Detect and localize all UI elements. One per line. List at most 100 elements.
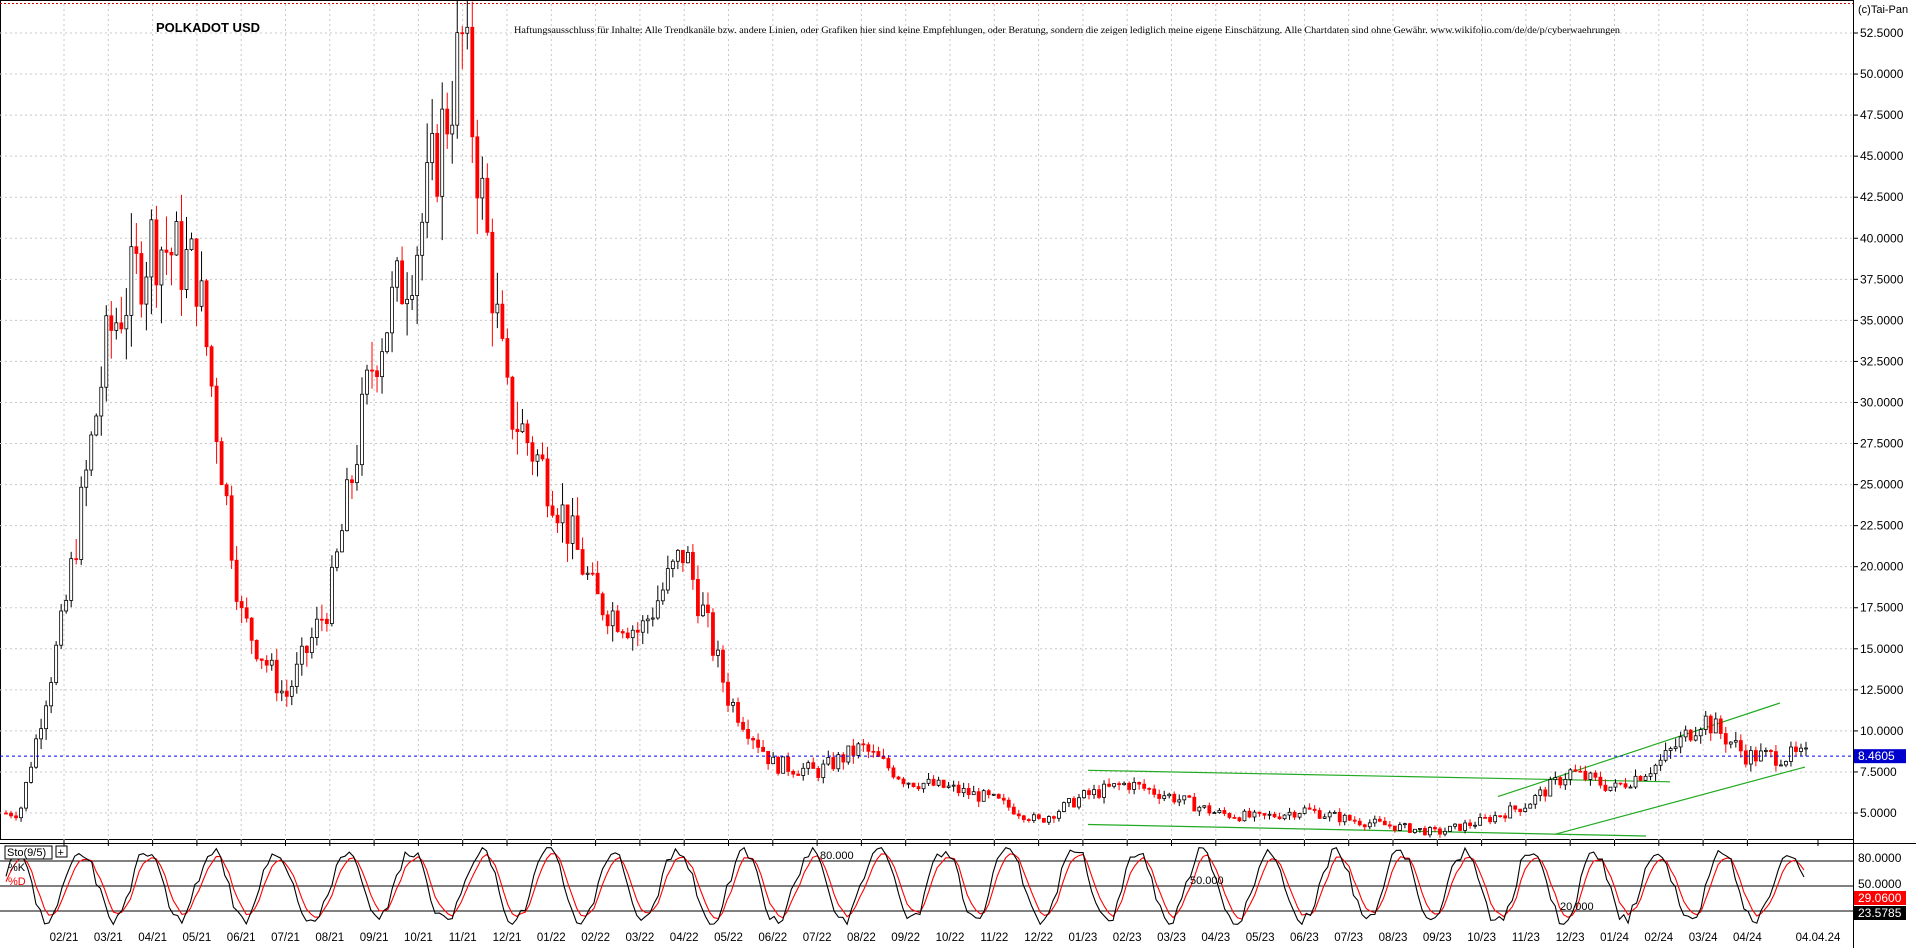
candle-body: [1718, 718, 1723, 734]
stoch-title: Sto(9/5): [7, 847, 46, 859]
candle-body: [966, 787, 971, 796]
x-tick-label: 06/22: [758, 932, 787, 944]
candle-body: [610, 610, 615, 627]
candle-body: [435, 132, 440, 197]
candle-body: [1357, 820, 1362, 826]
candle-body: [1733, 740, 1738, 743]
x-tick-label: 08/23: [1379, 932, 1408, 944]
candle-body: [1031, 814, 1036, 821]
candle-body: [1142, 783, 1147, 789]
candle-body: [1433, 827, 1437, 830]
candle-body: [1678, 736, 1683, 748]
candle-body: [1774, 751, 1778, 766]
candle-body: [199, 280, 204, 307]
candle-body: [550, 505, 555, 516]
y-tick-label: 20.0000: [1860, 560, 1904, 574]
candle-body: [1478, 817, 1482, 826]
candle-body: [1643, 775, 1648, 781]
x-tick-label: 11/22: [980, 932, 1008, 944]
candle-body: [69, 558, 74, 601]
candle-body: [645, 618, 650, 622]
y-tick-label: 25.0000: [1860, 478, 1904, 492]
candle-body: [711, 612, 715, 656]
x-tick-label: 03/21: [94, 932, 123, 944]
x-tick-label: 10/23: [1467, 932, 1496, 944]
main-frame: [0, 0, 1854, 840]
candle-body: [1593, 772, 1598, 778]
candle-body: [229, 495, 234, 561]
candle-body: [370, 369, 374, 372]
candle-body: [1312, 808, 1317, 811]
stoch-expand-icon[interactable]: [55, 845, 68, 858]
candle-body: [450, 124, 455, 135]
candle-body: [1016, 813, 1021, 817]
candle-body: [520, 423, 525, 433]
candle-body: [395, 260, 399, 288]
candle-body: [1217, 810, 1222, 814]
candle-body: [360, 393, 364, 466]
candle-body: [445, 108, 450, 135]
candle-body: [385, 332, 389, 353]
trend-line: [1497, 702, 1781, 798]
candle-body: [54, 644, 59, 683]
candle-body: [330, 566, 334, 625]
candle-body: [460, 32, 465, 35]
candle-body: [345, 479, 349, 532]
candle-body: [405, 298, 410, 305]
stoch-d-label: %D: [8, 876, 26, 888]
candle-body: [1598, 776, 1603, 786]
candle-body: [1503, 815, 1508, 819]
candle-body: [1543, 789, 1548, 797]
last-price-box: [1854, 749, 1906, 764]
x-tick-label: 09/22: [891, 932, 920, 944]
stoch-level-50: 50.000: [1190, 875, 1224, 887]
candle-body: [1172, 793, 1177, 803]
y-tick-label: 45.0000: [1860, 149, 1904, 163]
x-tick-label: 02/24: [1644, 932, 1673, 944]
candle-body: [555, 514, 560, 524]
candle-body: [1127, 782, 1132, 790]
candle-body: [1132, 781, 1137, 790]
candle-body: [1448, 825, 1452, 832]
candle-body: [1347, 814, 1352, 821]
candle-body: [1438, 828, 1442, 835]
candle-body: [1021, 815, 1026, 820]
candle-body: [1573, 769, 1578, 772]
candle-body: [64, 600, 69, 612]
candle-body: [480, 177, 485, 199]
stoch-k-line: [5, 846, 1805, 926]
candle-body: [1036, 814, 1041, 819]
candle-body: [585, 572, 590, 575]
x-tick-label: 05/23: [1246, 932, 1275, 944]
candle-body: [1708, 715, 1713, 734]
stoch-k-last-box: [1854, 906, 1906, 920]
x-tick-label: 09/21: [360, 932, 389, 944]
candle-body: [716, 649, 720, 656]
candle-body: [831, 757, 836, 770]
x-tick-label: 03/24: [1689, 932, 1718, 944]
candle-body: [991, 793, 996, 796]
candle-body: [1167, 793, 1172, 797]
trend-line: [1087, 823, 1647, 837]
candle-body: [1728, 741, 1733, 745]
y-tick-label: 32.5000: [1860, 354, 1904, 368]
x-tick-label: 01/24: [1600, 932, 1629, 944]
x-tick-label: 05/21: [183, 932, 212, 944]
candle-body: [1107, 783, 1111, 787]
candle-body: [1528, 803, 1533, 809]
candle-body: [1202, 805, 1207, 808]
candle-body: [1683, 729, 1688, 738]
candle-body: [821, 763, 826, 778]
candle-body: [1538, 789, 1543, 796]
candle-body: [1262, 813, 1267, 816]
candle-body: [836, 754, 841, 770]
candle-body: [1052, 816, 1056, 819]
candle-body: [324, 618, 329, 625]
candle-body: [410, 295, 415, 300]
candle-body: [340, 530, 344, 553]
candle-body: [505, 338, 510, 378]
candle-body: [1738, 740, 1743, 752]
candle-body: [580, 549, 585, 575]
candle-body: [891, 767, 896, 778]
candle-body: [134, 246, 139, 254]
